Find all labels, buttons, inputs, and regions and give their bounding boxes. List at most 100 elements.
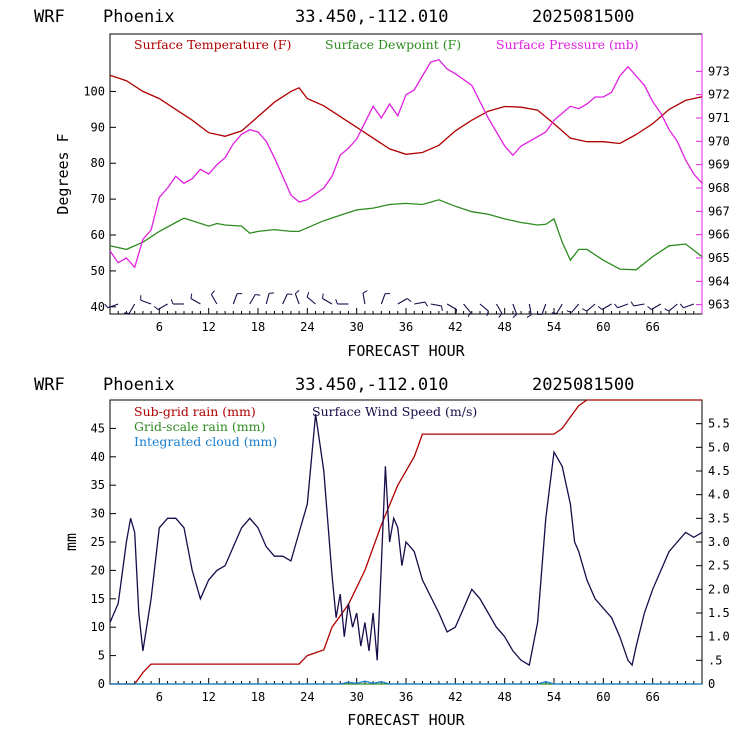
x-tick-label: 24 xyxy=(300,690,314,704)
wind-barb-flag xyxy=(295,290,300,295)
series-line xyxy=(109,414,703,667)
x-tick-label: 6 xyxy=(156,690,163,704)
y2-tick-label: 3.5 xyxy=(708,511,730,525)
bottom-x-axis-label: FORECAST HOUR xyxy=(347,711,465,729)
wind-barb-flag xyxy=(664,308,670,312)
series-line xyxy=(109,199,703,271)
y-tick-label: 60 xyxy=(91,228,105,242)
wind-barb-flag xyxy=(455,309,458,315)
wind-barb xyxy=(157,303,168,310)
bottom-legend: Sub-grid rain (mm)Grid-scale rain (mm)In… xyxy=(134,404,477,449)
y-tick-label: 40 xyxy=(91,300,105,314)
wind-barb xyxy=(306,296,316,305)
y-tick-label: 100 xyxy=(83,84,105,98)
y2-tick-label: 965 xyxy=(708,251,730,265)
y2-tick-label: 1.5 xyxy=(708,606,730,620)
y2-tick-label: 3.0 xyxy=(708,535,730,549)
top-series-group xyxy=(109,58,703,271)
wind-barb-flag xyxy=(170,299,174,305)
top-y-ticks: 40 50 60 70 80 90 100 xyxy=(83,84,116,314)
y2-tick-label: 967 xyxy=(708,204,730,218)
wind-barb-flag xyxy=(679,303,684,309)
y-tick-label: 45 xyxy=(91,421,105,435)
legend-entry: Sub-grid rain (mm) xyxy=(134,404,256,419)
y-tick-label: 0 xyxy=(98,677,105,691)
y2-tick-label: 969 xyxy=(708,158,730,172)
x-tick-label: 6 xyxy=(156,320,163,334)
bottom-series-group xyxy=(109,399,703,685)
y2-tick-label: 964 xyxy=(708,274,730,288)
x-tick-label: 24 xyxy=(300,320,314,334)
wind-barb-flag xyxy=(424,301,429,307)
wind-barb xyxy=(495,303,503,314)
top-y2-ticks: 963 964 965 966 967 968 969 970 971 972 973 xyxy=(696,64,730,312)
top-header: WRF Phoenix 33.450,-112.010 2025081500 xyxy=(34,7,634,27)
top-legend: Surface Temperature (F) Surface Dewpoint … xyxy=(134,37,639,52)
wind-barb xyxy=(571,303,580,313)
top-header-model: WRF xyxy=(34,7,65,27)
x-tick-label: 30 xyxy=(349,320,363,334)
wind-barb xyxy=(601,303,612,310)
wind-barb-flag xyxy=(597,305,603,310)
top-header-run: 2025081500 xyxy=(532,7,634,27)
bottom-header-run: 2025081500 xyxy=(532,375,634,395)
y-tick-label: 5 xyxy=(98,649,105,663)
temperature-pressure-chart: 6 12 18 24 30 36 42 48 54 60 66 40 50 60 70 80 90 100 96… xyxy=(54,33,730,360)
legend-entry: Grid-scale rain (mm) xyxy=(134,419,265,434)
precipitation-wind-chart: 6 12 18 24 30 36 42 48 54 60 66 0 5 10 15 20 25 30 35 40 45… xyxy=(62,399,730,729)
y-tick-label: 70 xyxy=(91,192,105,206)
wind-barb-flag xyxy=(486,310,489,316)
top-plot-frame xyxy=(109,33,703,315)
wind-barb-flag xyxy=(306,292,310,298)
y2-tick-label: 4.5 xyxy=(708,464,730,478)
wind-barb-flag xyxy=(566,310,572,313)
bottom-header-model: WRF xyxy=(34,375,65,395)
wind-barb-flag xyxy=(269,292,275,294)
wind-barb-flag xyxy=(321,293,324,299)
x-tick-label: 48 xyxy=(497,320,511,334)
legend-entry: Surface Dewpoint (F) xyxy=(325,37,461,52)
x-tick-label: 54 xyxy=(547,320,561,334)
wind-barb xyxy=(210,294,218,305)
y-tick-label: 40 xyxy=(91,450,105,464)
wind-barb xyxy=(651,303,662,310)
y2-tick-label: 2.0 xyxy=(708,582,730,596)
wind-barb xyxy=(128,303,136,314)
wind-barb xyxy=(683,303,694,309)
top-y-axis-label: Degrees F xyxy=(54,133,72,214)
top-x-ticks: 6 12 18 24 30 36 42 48 54 60 66 xyxy=(117,308,695,334)
y2-tick-label: 966 xyxy=(708,228,730,242)
y2-tick-label: 5.0 xyxy=(708,440,730,454)
wind-barb-flag xyxy=(104,303,109,309)
x-tick-label: 12 xyxy=(201,690,215,704)
bottom-y-axis-label: mm xyxy=(62,533,80,551)
wind-barb-flag xyxy=(512,313,517,318)
legend-entry: Integrated cloud (mm) xyxy=(134,434,277,449)
wind-barb-flag xyxy=(190,293,193,299)
wind-barbs-row xyxy=(104,290,694,318)
wind-barb-flag xyxy=(467,312,472,318)
y-tick-label: 15 xyxy=(91,592,105,606)
wind-barb xyxy=(190,298,201,305)
wind-barb-flag xyxy=(630,301,635,307)
wind-barb-flag xyxy=(551,312,557,315)
wind-barb xyxy=(380,293,386,305)
y-tick-label: 90 xyxy=(91,120,105,134)
x-tick-label: 60 xyxy=(596,320,610,334)
bottom-x-ticks: 6 12 18 24 30 36 42 48 54 60 66 xyxy=(117,678,695,704)
wind-barb xyxy=(282,293,288,305)
x-tick-label: 66 xyxy=(645,320,659,334)
wind-barb-flag xyxy=(526,314,532,318)
x-tick-label: 30 xyxy=(349,690,363,704)
y-tick-label: 30 xyxy=(91,507,105,521)
x-tick-label: 60 xyxy=(596,690,610,704)
wind-barb-flag xyxy=(255,293,261,296)
legend-entry: Surface Temperature (F) xyxy=(134,37,291,52)
wind-barb xyxy=(586,303,596,312)
series-line xyxy=(109,58,703,269)
wind-barb xyxy=(397,298,408,305)
wind-barb xyxy=(617,303,629,309)
wind-barb xyxy=(512,303,518,315)
bottom-header-coords: 33.450,-112.010 xyxy=(295,375,449,395)
wind-barb-flag xyxy=(153,305,159,310)
